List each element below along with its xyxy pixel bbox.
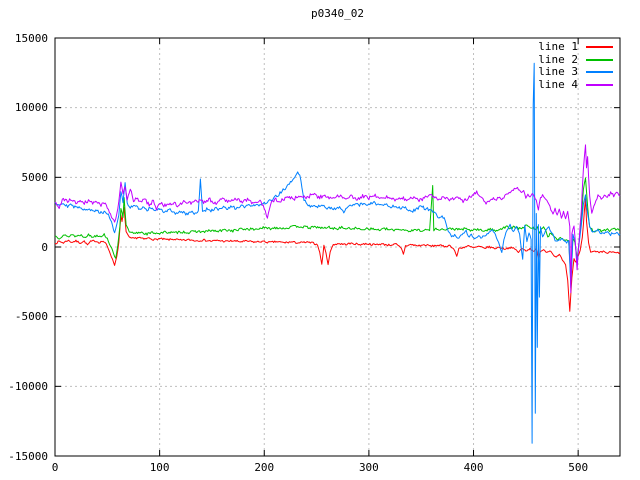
chart-title: p0340_02 xyxy=(311,7,364,20)
legend-item-line-3: line 3 xyxy=(538,66,613,79)
legend-item-line-2: line 2 xyxy=(538,52,613,67)
legend-line-sample xyxy=(586,58,613,61)
legend-label: line 1 xyxy=(538,40,578,54)
legend: line 1 line 2 line 3 line 4 xyxy=(538,41,613,91)
legend-item-line-1: line 1 xyxy=(538,41,613,54)
series-line-2 xyxy=(54,177,621,282)
x-tick-label: 200 xyxy=(254,461,275,474)
legend-label: line 2 xyxy=(538,52,578,66)
y-tick-label: 10000 xyxy=(14,101,48,115)
y-tick-label: -15000 xyxy=(8,449,48,463)
x-tick-label: 100 xyxy=(149,461,170,474)
legend-line-sample xyxy=(586,83,613,86)
y-tick-label: 5000 xyxy=(21,170,49,184)
y-tick-label: -10000 xyxy=(8,379,48,393)
series-line-1 xyxy=(54,197,621,312)
x-tick-label: 500 xyxy=(568,461,589,474)
x-tick-label: 0 xyxy=(51,461,59,474)
legend-line-sample xyxy=(586,71,613,74)
legend-line-sample xyxy=(586,46,613,49)
y-tick-label: 0 xyxy=(41,240,48,254)
legend-item-line-4: line 4 xyxy=(538,77,613,92)
y-tick-label: -5000 xyxy=(14,310,48,324)
x-tick-label: 400 xyxy=(463,461,484,474)
series-line-4 xyxy=(54,144,621,294)
legend-label: line 4 xyxy=(538,77,578,91)
series-line-3 xyxy=(54,62,621,444)
x-tick-label: 300 xyxy=(358,461,379,474)
y-tick-label: 15000 xyxy=(14,31,48,45)
legend-label: line 3 xyxy=(538,65,578,79)
